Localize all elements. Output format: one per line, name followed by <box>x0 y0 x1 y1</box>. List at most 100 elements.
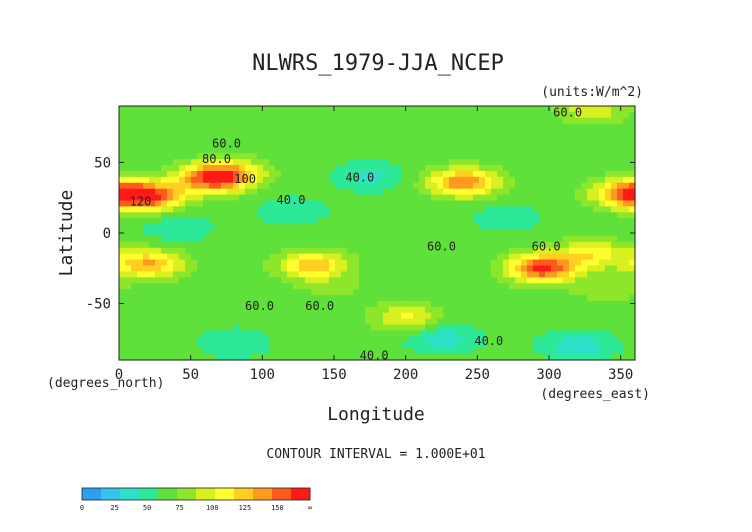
heatmap-cell <box>413 247 420 255</box>
heatmap-cell <box>557 206 564 213</box>
heatmap-cell <box>605 224 612 231</box>
heatmap-cell <box>587 194 594 202</box>
heatmap-cell <box>287 159 294 166</box>
heatmap-cell <box>605 117 612 125</box>
heatmap-cell <box>467 336 474 343</box>
heatmap-cell <box>215 277 222 284</box>
heatmap-cell <box>119 212 126 219</box>
heatmap-cell <box>203 176 210 184</box>
heatmap-cell <box>299 241 306 249</box>
heatmap-cell <box>197 330 204 337</box>
heatmap-cell <box>299 141 306 148</box>
heatmap-cell <box>227 247 234 255</box>
heatmap-cell <box>605 188 612 196</box>
heatmap-cell <box>569 170 576 178</box>
heatmap-cell <box>275 218 282 225</box>
heatmap-cell <box>503 253 510 261</box>
heatmap-cell <box>227 241 234 249</box>
heatmap-cell <box>389 265 396 272</box>
y-axis-label: Latitude <box>56 190 77 277</box>
heatmap-cell <box>347 159 354 166</box>
heatmap-cell <box>293 312 300 320</box>
heatmap-cell <box>263 165 270 172</box>
heatmap-cell <box>629 312 636 320</box>
colorbar-tick-label: ∞ <box>308 504 312 512</box>
heatmap-cell <box>329 265 336 272</box>
heatmap-cell <box>443 230 450 237</box>
heatmap-cell <box>125 235 132 243</box>
heatmap-cell <box>461 153 468 160</box>
heatmap-cell <box>239 111 246 119</box>
heatmap-cell <box>467 241 474 249</box>
heatmap-cell <box>401 306 408 314</box>
heatmap-cell <box>527 241 534 249</box>
heatmap-cell <box>137 141 144 148</box>
heatmap-cell <box>215 224 222 231</box>
heatmap-cell <box>287 259 294 267</box>
heatmap-cell <box>323 241 330 249</box>
heatmap-cell <box>587 165 594 172</box>
heatmap-cell <box>137 265 144 272</box>
heatmap-cell <box>149 318 156 326</box>
heatmap-cell <box>485 200 492 208</box>
heatmap-cell <box>335 165 342 172</box>
heatmap-cell <box>317 259 324 267</box>
heatmap-cell <box>347 289 354 296</box>
heatmap-cell <box>497 300 504 308</box>
heatmap-cell <box>515 230 522 237</box>
heatmap-cell <box>395 277 402 284</box>
heatmap-cell <box>215 218 222 225</box>
heatmap-cell <box>425 194 432 202</box>
heatmap-cell <box>179 176 186 184</box>
heatmap-cell <box>509 247 516 255</box>
heatmap-cell <box>161 123 168 131</box>
heatmap-cell <box>419 218 426 225</box>
heatmap-cell <box>593 265 600 272</box>
heatmap-cell <box>569 318 576 326</box>
heatmap-cell <box>281 165 288 172</box>
heatmap-cell <box>413 300 420 308</box>
heatmap-cell <box>365 123 372 131</box>
heatmap-cell <box>587 265 594 272</box>
heatmap-cell <box>599 289 606 296</box>
heatmap-cell <box>347 135 354 143</box>
heatmap-cell <box>371 241 378 249</box>
heatmap-cell <box>203 159 210 166</box>
heatmap-cell <box>221 135 228 143</box>
heatmap-cell <box>407 300 414 308</box>
heatmap-cell <box>575 165 582 172</box>
heatmap-cell <box>197 206 204 213</box>
heatmap-cell <box>233 330 240 337</box>
heatmap-cell <box>419 188 426 196</box>
heatmap-cell <box>359 283 366 290</box>
heatmap-cell <box>503 324 510 332</box>
x-axis-label: Longitude <box>327 404 425 425</box>
heatmap-cell <box>623 235 630 243</box>
heatmap-cell <box>215 176 222 184</box>
heatmap-cell <box>443 283 450 290</box>
heatmap-cell <box>557 277 564 284</box>
heatmap-cell <box>473 259 480 267</box>
heatmap-cell <box>431 188 438 196</box>
contour-label: 40.0 <box>277 193 306 207</box>
heatmap-cell <box>191 235 198 243</box>
heatmap-cell <box>311 218 318 225</box>
heatmap-cell <box>599 147 606 154</box>
heatmap-cell <box>599 336 606 343</box>
heatmap-cell <box>377 135 384 143</box>
heatmap-cell <box>293 212 300 219</box>
heatmap-cell <box>179 117 186 125</box>
heatmap-cell <box>311 123 318 131</box>
heatmap-cell <box>617 295 624 302</box>
heatmap-cell <box>557 230 564 237</box>
heatmap-cell <box>479 247 486 255</box>
heatmap-cell <box>395 318 402 326</box>
heatmap-cell <box>407 165 414 172</box>
heatmap-cell <box>449 259 456 267</box>
heatmap-cell <box>275 271 282 278</box>
heatmap-cell <box>353 306 360 314</box>
heatmap-cell <box>491 111 498 119</box>
heatmap-cell <box>563 135 570 143</box>
heatmap-cell <box>425 277 432 284</box>
heatmap-cell <box>185 200 192 208</box>
